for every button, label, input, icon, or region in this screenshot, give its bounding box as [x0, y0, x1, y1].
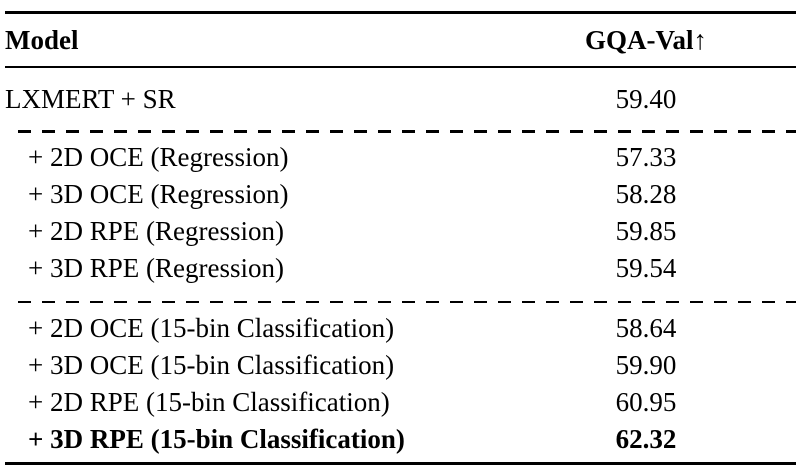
table-row-baseline: LXMERT + SR 59.40	[5, 68, 796, 130]
table-header-row: Model GQA-Val↑	[5, 14, 796, 66]
model-name: LXMERT + SR	[5, 83, 176, 114]
section-divider-dashed	[18, 130, 796, 133]
section-divider-dashed	[18, 300, 796, 303]
column-header-model: Model	[5, 24, 79, 55]
metric-value: 62.32	[615, 424, 677, 454]
table-row: + 3D OCE (15-bin Classification) 59.90	[5, 347, 796, 384]
column-header-metric-label: GQA-Val	[584, 24, 694, 55]
bottom-rule	[5, 462, 796, 465]
column-header-metric: GQA-Val↑	[516, 25, 796, 56]
model-name: + 2D RPE (15-bin Classification)	[28, 387, 390, 417]
model-name: + 2D OCE (15-bin Classification)	[28, 313, 395, 343]
metric-value: 59.40	[615, 83, 677, 114]
model-name: + 2D RPE (Regression)	[28, 215, 284, 246]
table-row: + 2D OCE (Regression) 57.33	[5, 139, 796, 176]
header-rule	[5, 66, 796, 68]
model-name: + 2D OCE (Regression)	[28, 141, 289, 172]
regression-section: + 2D OCE (Regression) 57.33 + 3D OCE (Regr…	[5, 133, 796, 301]
top-rule	[5, 11, 796, 14]
metric-value: 58.28	[615, 178, 677, 209]
metric-value: 60.95	[615, 387, 677, 417]
metric-value: 58.64	[615, 313, 677, 343]
metric-value: 59.85	[615, 215, 677, 246]
model-name: + 3D OCE (Regression)	[28, 178, 289, 209]
metric-value: 57.33	[615, 141, 677, 172]
metric-value: 59.54	[615, 252, 677, 283]
classification-section: + 2D OCE (15-bin Classification) 58.64 + 3…	[5, 303, 796, 462]
table-row: + 3D RPE (15-bin Classification) 62.32	[5, 421, 796, 458]
metric-value: 59.90	[615, 350, 677, 380]
table-row: + 3D RPE (Regression) 59.54	[5, 250, 796, 287]
model-name: + 3D OCE (15-bin Classification)	[28, 350, 395, 380]
up-arrow-icon: ↑	[693, 24, 708, 55]
table-row: + 3D OCE (Regression) 58.28	[5, 176, 796, 213]
model-name: + 3D RPE (15-bin Classification)	[28, 424, 405, 454]
table-row: + 2D RPE (15-bin Classification) 60.95	[5, 384, 796, 421]
table-row: + 2D OCE (15-bin Classification) 58.64	[5, 310, 796, 347]
table-row: + 2D RPE (Regression) 59.85	[5, 213, 796, 250]
results-table: Model GQA-Val↑ LXMERT + SR 59.40 + 2D OC…	[5, 11, 796, 465]
model-name: + 3D RPE (Regression)	[28, 252, 284, 283]
